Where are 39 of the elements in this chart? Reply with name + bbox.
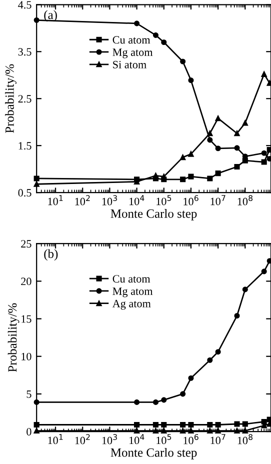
y-tick-label: 25 (21, 240, 32, 248)
x-tick-label: 10$^{8}$ (238, 434, 253, 444)
x-tick-label: 10$^{4}$ (129, 195, 144, 206)
x-tick-label: 10$^{3}$ (102, 434, 117, 444)
x-tick-label: 10$^{2}$ (75, 434, 90, 444)
x-tick-label: 10$^{7}$ (210, 434, 226, 444)
legend-label: Ag atom (112, 300, 151, 310)
x-axis-title: Monte Carlo step (110, 209, 197, 220)
y-tick-label: 0 (26, 428, 32, 436)
x-tick-label: 10$^{2}$ (75, 195, 90, 206)
x-tick-label: 10$^{7}$ (210, 195, 226, 206)
y-axis-title: Probability/% (5, 64, 16, 133)
legend-label: Cu atom (112, 275, 150, 283)
y-tick-label: 4.5 (18, 1, 32, 9)
chart-title: (b) (44, 249, 58, 261)
y-tick-label: 20 (21, 278, 32, 286)
x-tick-label: 10$^{1}$ (48, 434, 63, 444)
y-tick-label: 1.5 (18, 142, 32, 150)
x-tick-label: 10$^{5}$ (156, 195, 172, 206)
legend-label: Cu atom (112, 36, 150, 44)
y-tick-label: 5 (26, 390, 32, 398)
x-tick-label: 10$^{1}$ (48, 195, 63, 206)
x-tick-label: 10$^{4}$ (129, 434, 144, 444)
x-tick-label: 10$^{6}$ (184, 434, 198, 444)
y-axis-title: Probability/% (8, 303, 20, 372)
legend-label: Mg atom (112, 48, 153, 58)
y-tick-label: 3.5 (18, 48, 32, 56)
x-tick-label: 10$^{8}$ (238, 195, 253, 206)
x-tick-label: 10$^{6}$ (184, 195, 198, 206)
x-tick-label: 10$^{5}$ (156, 434, 172, 444)
legend-label: Si atom (113, 60, 146, 68)
y-tick-label: 15 (22, 315, 32, 323)
y-tick-label: 2.5 (18, 95, 32, 103)
y-tick-label: 10 (22, 352, 32, 360)
x-tick-label: 10$^{3}$ (102, 195, 117, 206)
x-axis-title: Monte Carlo step (110, 448, 197, 460)
chart-title: (a) (44, 10, 57, 22)
y-tick-label: 0.5 (18, 189, 32, 197)
legend-label: Mg atom (112, 288, 153, 298)
